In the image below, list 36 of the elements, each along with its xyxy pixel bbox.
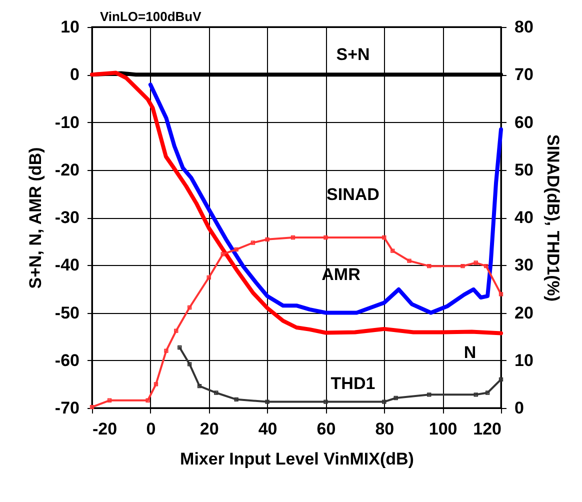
y-tick-label: -30 bbox=[54, 208, 80, 227]
x-tick-label: 60 bbox=[316, 420, 336, 438]
x-tick-label: 100 bbox=[428, 420, 458, 438]
y-tick-label: 0 bbox=[70, 65, 80, 84]
x-tick-label: 120 bbox=[473, 420, 502, 438]
series-label: SINAD bbox=[326, 185, 380, 204]
y-tick-label: -40 bbox=[54, 256, 80, 275]
x-tick-label: 20 bbox=[200, 420, 219, 438]
y2-tick-label: 20 bbox=[514, 303, 534, 322]
y2-tick-label: 30 bbox=[514, 256, 534, 275]
series-label: S+N bbox=[336, 45, 370, 64]
y-tick-label: -60 bbox=[54, 350, 80, 370]
y-tick-label: -10 bbox=[54, 112, 80, 132]
x-tick-label: 40 bbox=[258, 420, 278, 438]
y2-tick-label: 40 bbox=[514, 208, 534, 227]
y2-tick-label: 10 bbox=[514, 350, 534, 370]
y-tick-label: -50 bbox=[54, 303, 80, 322]
y2-tick-label: 0 bbox=[514, 398, 524, 418]
line-series bbox=[90, 70, 503, 336]
x-tick-label: -20 bbox=[92, 420, 118, 438]
y-tick-label: -70 bbox=[54, 398, 80, 418]
series-label: THD1 bbox=[330, 374, 376, 393]
x-tick-label: 0 bbox=[146, 420, 156, 438]
line-series bbox=[148, 82, 503, 315]
y2-tick-label: 80 bbox=[514, 18, 534, 36]
text: VinLO=100dBuV bbox=[100, 9, 202, 24]
y-tick-label: 10 bbox=[60, 18, 80, 36]
y2-tick-label: 60 bbox=[514, 112, 534, 132]
y2-tick-label: 70 bbox=[514, 65, 534, 84]
series-label: N bbox=[464, 343, 476, 362]
y2-tick-label: 50 bbox=[514, 160, 534, 180]
x-tick-label: 80 bbox=[375, 420, 394, 438]
y-tick-label: -20 bbox=[54, 160, 80, 180]
y2-axis-title: SINAD(dB), THD1(%) bbox=[543, 134, 562, 302]
x-axis-title: Mixer Input Level VinMIX(dB) bbox=[180, 450, 414, 468]
y-axis-title: S+N, N, AMR (dB) bbox=[26, 147, 45, 289]
